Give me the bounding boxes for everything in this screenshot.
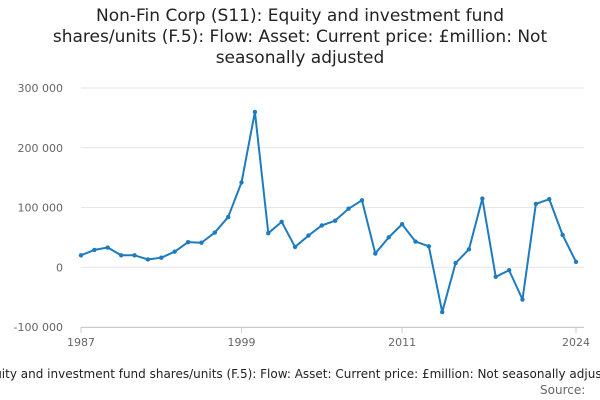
x-tick-label: 1999 (228, 336, 256, 349)
x-tick-label: 2024 (562, 336, 590, 349)
data-point[interactable] (105, 245, 110, 250)
data-point[interactable] (399, 222, 405, 227)
data-point[interactable] (440, 309, 445, 315)
data-point[interactable] (279, 219, 284, 225)
chart-title-line-1: Non-Fin Corp (S11): Equity and investmen… (95, 6, 505, 26)
chart-title-line-3: seasonally adjusted (215, 48, 385, 68)
data-point[interactable] (199, 240, 204, 245)
data-point[interactable] (386, 235, 391, 240)
y-tick-label: 200 000 (18, 142, 64, 155)
data-point[interactable] (506, 268, 512, 273)
data-point[interactable] (145, 257, 151, 262)
data-point[interactable] (346, 206, 351, 211)
data-point[interactable] (493, 274, 498, 280)
data-point[interactable] (212, 230, 217, 235)
data-point[interactable] (359, 198, 365, 203)
x-axis-title: Equity and investment fund shares/units … (0, 366, 600, 382)
data-point[interactable] (118, 253, 124, 258)
series-layer[interactable] (78, 109, 579, 315)
gridlines (81, 87, 584, 328)
data-point[interactable] (172, 249, 177, 254)
data-point[interactable] (319, 223, 325, 228)
data-point[interactable] (225, 214, 231, 220)
data-point[interactable] (159, 255, 164, 260)
data-point[interactable] (78, 253, 84, 258)
source-label: Source: (540, 383, 586, 397)
data-point[interactable] (185, 239, 191, 245)
y-tick-label: 100 000 (18, 202, 64, 215)
y-tick-label: 0 (56, 261, 63, 274)
data-point[interactable] (573, 259, 579, 265)
data-point[interactable] (132, 253, 137, 258)
data-point[interactable] (252, 109, 258, 115)
data-point[interactable] (480, 196, 485, 201)
x-axis-title-text: Equity and investment fund shares/units … (0, 367, 600, 381)
data-point[interactable] (520, 297, 525, 302)
chart-title: Non-Fin Corp (S11): Equity and investmen… (0, 6, 600, 69)
data-point[interactable] (547, 196, 552, 202)
data-point[interactable] (239, 180, 244, 185)
x-tick-label: 1987 (67, 336, 95, 349)
data-point[interactable] (533, 201, 539, 207)
data-point[interactable] (373, 251, 378, 256)
data-point[interactable] (466, 247, 472, 252)
data-point[interactable] (413, 239, 418, 244)
y-axis-ticks: -100 000 0 100 000 200 000 300 000 (14, 82, 63, 334)
data-point[interactable] (560, 232, 565, 238)
x-axis-ticks: 1987 1999 2011 2024 (67, 327, 590, 349)
data-point[interactable] (426, 244, 432, 249)
data-point[interactable] (292, 244, 298, 250)
data-point[interactable] (332, 218, 338, 223)
data-point[interactable] (92, 247, 97, 253)
chart-title-line-2: shares/units (F.5): Flow: Asset: Current… (52, 27, 548, 47)
y-tick-label: -100 000 (14, 321, 63, 334)
data-point[interactable] (453, 260, 458, 266)
series-line[interactable] (80, 110, 577, 314)
data-point[interactable] (306, 233, 311, 238)
y-tick-label: 300 000 (18, 82, 64, 95)
x-tick-label: 2011 (388, 336, 416, 349)
data-point[interactable] (266, 230, 271, 236)
